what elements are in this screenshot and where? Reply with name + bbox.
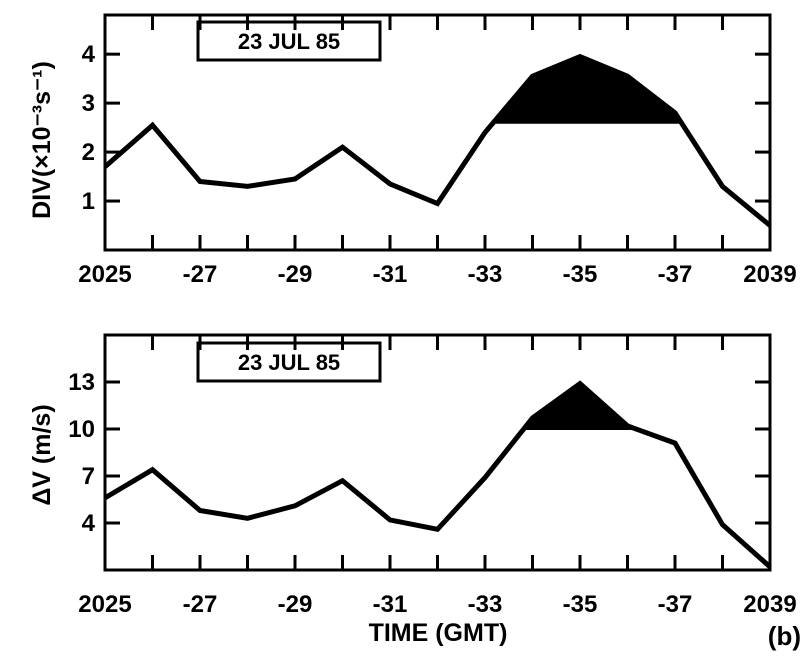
div-title-frame: [196, 20, 382, 62]
dv-xtick-label: -27: [183, 591, 218, 618]
dv-title-frame: [196, 341, 382, 383]
dv-xtick-label: 2039: [743, 591, 796, 618]
dv-x-axis: 2025 -27 -29 -31 -33 -35 -37 2039: [78, 335, 797, 618]
div-xtick-label: 2039: [743, 261, 796, 288]
div-xtick-label: -27: [183, 261, 218, 288]
dv-title-box: 23 JUL 85: [196, 341, 382, 383]
dv-title: 23 JUL 85: [238, 350, 340, 375]
div-xtick-label: -29: [278, 261, 313, 288]
dv-ytick-label: 13: [68, 369, 95, 396]
div-xtick-label: -35: [563, 261, 598, 288]
dv-xtick-label: 2025: [78, 591, 131, 618]
dv-line: [103, 380, 772, 569]
div-panel: 23 JUL 85 DIV(×10⁻³s⁻¹) 1 2 3 4 2025 -27 -29 -…: [28, 13, 797, 288]
dv-ytick-label: 7: [82, 463, 95, 490]
div-ytick-label: 3: [82, 90, 95, 117]
div-ytick-label: 4: [82, 41, 96, 68]
dv-y-axis: 4 7 10 13: [68, 369, 770, 537]
div-y-axis: 1 2 3 4: [82, 41, 770, 215]
dv-xtick-label: -29: [278, 591, 313, 618]
panel-label: (b): [768, 621, 801, 651]
dv-ytick-label: 4: [82, 510, 96, 537]
dv-panel: 23 JUL 85 ΔV (m/s) 4 7 10 13 2025 -27 -29 -31 -…: [28, 333, 797, 618]
dv-xtick-label: -37: [658, 591, 693, 618]
dv-ytick-label: 10: [68, 416, 95, 443]
div-line: [103, 53, 772, 228]
dv-series-line: [103, 380, 772, 569]
dv-shaded-region: [521, 382, 637, 430]
div-title: 23 JUL 85: [238, 29, 340, 54]
dv-shaded-area: [521, 382, 637, 430]
dv-xtick-label: -33: [468, 591, 503, 618]
div-xtick-label: -33: [468, 261, 503, 288]
div-ytick-label: 2: [82, 139, 95, 166]
dv-xtick-label: -31: [373, 591, 408, 618]
dv-xtick-label: -35: [563, 591, 598, 618]
div-title-box: 23 JUL 85: [196, 20, 382, 62]
x-axis-title: TIME (GMT): [369, 619, 508, 647]
div-series-line: [103, 53, 772, 228]
div-xtick-label: 2025: [78, 261, 131, 288]
div-ylabel: DIV(×10⁻³s⁻¹): [28, 61, 56, 219]
div-xtick-label: -37: [658, 261, 693, 288]
div-xtick-label: -31: [373, 261, 408, 288]
dv-ylabel: ΔV (m/s): [28, 404, 56, 505]
div-ytick-label: 1: [82, 188, 95, 215]
div-x-axis: 2025 -27 -29 -31 -33 -35 -37 2039: [78, 15, 797, 288]
